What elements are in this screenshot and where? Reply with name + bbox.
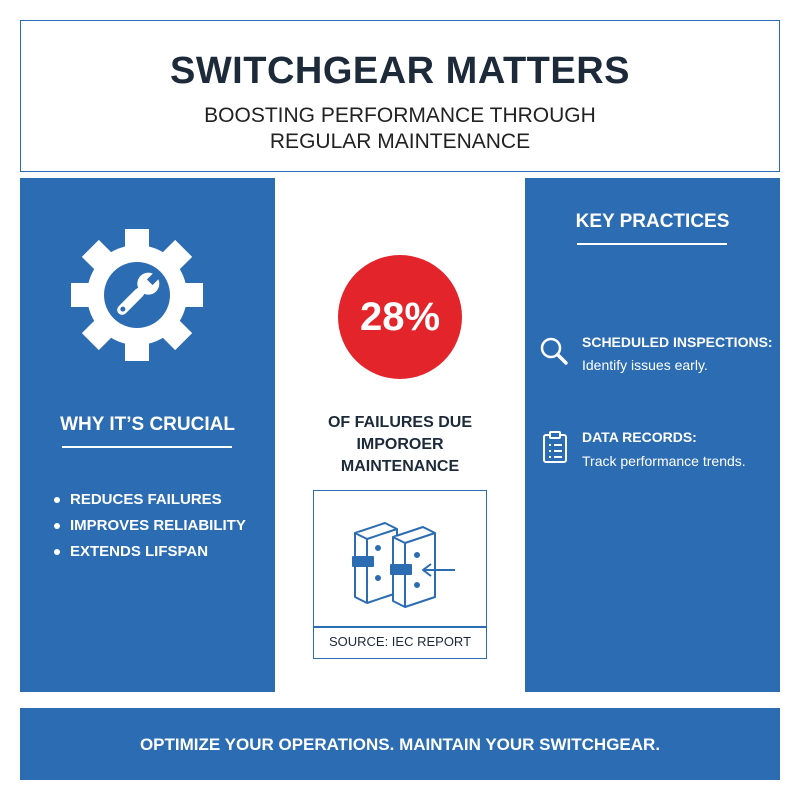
right-heading: KEY PRACTICES [575,211,730,232]
practice-title: SCHEDULED INSPECTIONS: [582,334,773,350]
footer [20,708,780,780]
footer-text: OPTIMIZE YOUR OPERATIONS. MAINTAIN YOUR … [139,735,661,754]
right-panel [525,178,780,692]
stat-caption: MAINTENANCE [340,458,460,475]
bullet [54,523,60,529]
divider [62,446,232,448]
list-item: REDUCES FAILURES [70,491,222,508]
header-box [20,20,780,172]
source: SOURCE: IEC REPORT [328,634,472,649]
title: SWITCHGEAR MATTERS [169,50,631,92]
stat-caption: OF FAILURES DUE [327,414,472,431]
source-box [313,490,487,659]
divider [577,243,727,245]
gear-icon [71,229,203,361]
list-item: IMPROVES RELIABILITY [70,517,246,534]
list-item: EXTENDS LIFSPAN [70,543,209,560]
search-icon [540,337,568,365]
source-divider [313,626,487,628]
stat-circle [338,255,462,379]
stat-caption: IMPOROER [356,436,444,453]
subtitle: BOOSTING PERFORMANCE THROUGH [204,104,596,127]
left-heading: WHY IT’S CRUCIAL [60,414,235,435]
practice-title: DATA RECORDS: [582,429,697,445]
clipboard-icon [543,431,567,463]
bullet [54,497,60,503]
switchgear-icon [352,522,455,608]
practice-text: Track performance trends. [582,453,746,469]
practice-text: Identify issues early. [582,357,708,373]
subtitle: REGULAR MAINTENANCE [269,130,531,153]
stat-value: 28% [359,295,441,339]
bullet [54,549,60,555]
